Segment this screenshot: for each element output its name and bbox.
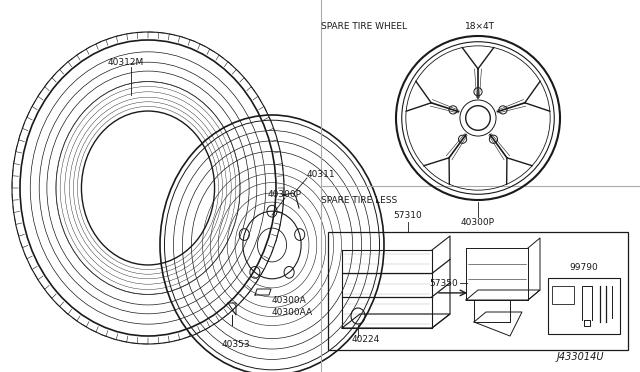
Text: 40300P: 40300P — [268, 190, 302, 199]
Bar — [548, 278, 620, 334]
Bar — [328, 232, 628, 350]
Text: SPARE TIRE WHEEL: SPARE TIRE WHEEL — [321, 22, 407, 31]
Text: 40300P: 40300P — [461, 218, 495, 227]
Text: 40300A: 40300A — [272, 296, 307, 305]
Text: 99790: 99790 — [570, 263, 598, 272]
Text: 40312M: 40312M — [108, 58, 144, 67]
Text: 40353: 40353 — [222, 340, 251, 349]
Bar — [552, 286, 574, 304]
Text: 40224: 40224 — [352, 335, 380, 344]
Text: 18×4T: 18×4T — [465, 22, 495, 31]
Text: 57350: 57350 — [429, 279, 458, 288]
Text: 57310: 57310 — [394, 211, 422, 220]
Text: 40311: 40311 — [307, 170, 335, 179]
Text: 40300AA: 40300AA — [272, 308, 313, 317]
Text: J433014U: J433014U — [556, 352, 604, 362]
Text: SPARE TIRE LESS: SPARE TIRE LESS — [321, 196, 397, 205]
